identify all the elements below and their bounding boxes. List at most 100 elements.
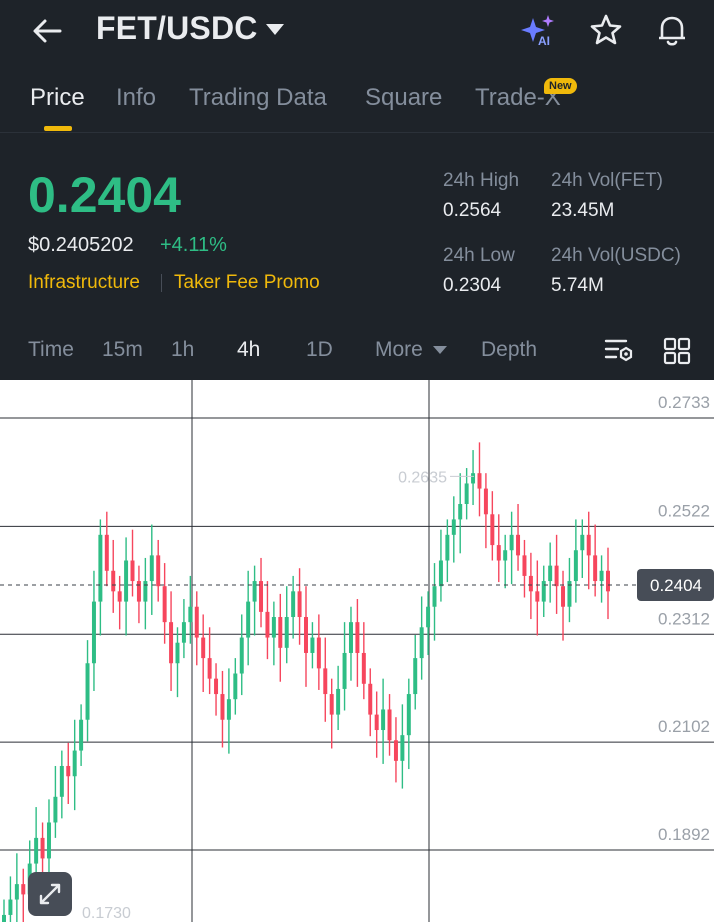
- stat-low-label: 24h Low: [443, 245, 515, 266]
- candle: [432, 563, 437, 641]
- candle: [516, 504, 521, 571]
- candle: [117, 575, 122, 630]
- y-tick-label: 0.2102: [658, 717, 710, 736]
- candle: [342, 622, 347, 711]
- y-tick-label: 0.2312: [658, 609, 710, 628]
- stat-high-label: 24h High: [443, 170, 520, 191]
- tag-taker-fee-promo[interactable]: Taker Fee Promo: [174, 272, 320, 293]
- candle: [304, 586, 308, 687]
- candle: [400, 704, 405, 789]
- candle: [606, 547, 610, 620]
- current-price-label: 0.2404: [650, 576, 702, 595]
- tag-infrastructure[interactable]: Infrastructure: [28, 272, 140, 293]
- stat-vol-fet-value: 23.45M: [551, 200, 615, 221]
- candle: [593, 524, 598, 597]
- candle: [381, 678, 386, 764]
- candle: [265, 581, 270, 660]
- candle: [329, 678, 334, 749]
- tab-info[interactable]: Info: [116, 84, 157, 111]
- bell-icon[interactable]: [654, 12, 690, 48]
- y-tick-label: 0.2522: [658, 501, 710, 520]
- more-dropdown-icon[interactable]: [433, 346, 447, 354]
- candle: [599, 555, 604, 603]
- tab-price[interactable]: Price: [30, 84, 85, 111]
- candle: [226, 668, 231, 754]
- svg-text:AI: AI: [538, 34, 550, 48]
- back-arrow-icon[interactable]: [30, 14, 64, 48]
- candle: [239, 614, 244, 696]
- ai-sparkle-icon[interactable]: AI: [520, 12, 556, 48]
- pair-title[interactable]: FET/USDC: [96, 10, 258, 46]
- candle: [458, 473, 463, 554]
- timeframe-1h[interactable]: 1h: [171, 338, 195, 361]
- candle: [580, 519, 585, 578]
- timeframe-more[interactable]: More: [375, 338, 423, 361]
- candle: [323, 637, 328, 722]
- candle: [573, 519, 578, 603]
- candlestick-chart[interactable]: 0.2733 0.2522 0.2312 0.2102 0.1892 0.2635 0.17…: [0, 380, 714, 922]
- indicator-settings-icon[interactable]: [604, 337, 634, 365]
- favorite-star-icon[interactable]: [588, 12, 624, 48]
- candle: [503, 534, 508, 589]
- layout-grid-icon[interactable]: [663, 337, 691, 365]
- candle: [156, 539, 161, 602]
- candle: [316, 614, 321, 690]
- tab-trading-data[interactable]: Trading Data: [189, 84, 327, 111]
- timeframe-4h[interactable]: 4h: [237, 338, 261, 361]
- candle: [53, 765, 58, 838]
- candle: [233, 658, 238, 715]
- candle: [548, 542, 553, 603]
- candle: [586, 511, 591, 590]
- stat-vol-usdc-label: 24h Vol(USDC): [551, 245, 681, 266]
- top-bar: FET/USDC AI: [0, 0, 714, 62]
- candle: [14, 853, 19, 922]
- candle: [91, 570, 96, 691]
- current-price-badge: [637, 568, 714, 601]
- candle: [528, 552, 533, 620]
- candle: [419, 596, 424, 680]
- pair-dropdown-icon[interactable]: [266, 24, 284, 35]
- candle: [98, 519, 103, 636]
- candle: [374, 691, 379, 758]
- candle: [464, 468, 469, 520]
- candle: [149, 524, 154, 615]
- candle: [111, 539, 116, 613]
- tab-square[interactable]: Square: [365, 84, 443, 111]
- candle: [541, 565, 546, 618]
- timeframe-depth[interactable]: Depth: [481, 338, 538, 361]
- candle: [8, 876, 13, 922]
- candle: [214, 663, 219, 716]
- candle: [2, 899, 6, 922]
- timeframe-15m[interactable]: 15m: [102, 338, 143, 361]
- chart-canvas[interactable]: 0.2733 0.2522 0.2312 0.2102 0.1892 0.2635 0.17…: [0, 380, 714, 922]
- timeframe-time[interactable]: Time: [28, 338, 74, 361]
- candle: [85, 640, 90, 742]
- candle: [361, 622, 366, 700]
- candle: [445, 519, 450, 583]
- candle: [310, 622, 315, 669]
- candle: [426, 591, 431, 656]
- new-badge: New: [544, 78, 577, 94]
- stat-high-value: 0.2564: [443, 200, 502, 221]
- candle: [252, 565, 257, 636]
- candle: [259, 557, 264, 628]
- candle: [413, 634, 418, 710]
- candle: [188, 575, 193, 644]
- candle: [194, 591, 199, 666]
- candle: [297, 568, 302, 645]
- timeframe-1d[interactable]: 1D: [306, 338, 333, 361]
- candle: [509, 511, 514, 585]
- candle: [21, 868, 26, 922]
- candle: [201, 614, 206, 693]
- high-marker-label: 0.2635: [398, 469, 447, 486]
- candle: [451, 496, 456, 563]
- low-marker-label: 0.1730: [82, 905, 131, 922]
- expand-chart-button[interactable]: [28, 872, 72, 916]
- tab-bar: Price Info Trading Data Square Trade-X: [0, 72, 714, 133]
- candle: [130, 529, 135, 597]
- candle: [406, 678, 411, 770]
- stat-low-value: 0.2304: [443, 275, 502, 296]
- candle: [561, 570, 566, 641]
- candle: [483, 473, 488, 549]
- candle: [387, 694, 392, 756]
